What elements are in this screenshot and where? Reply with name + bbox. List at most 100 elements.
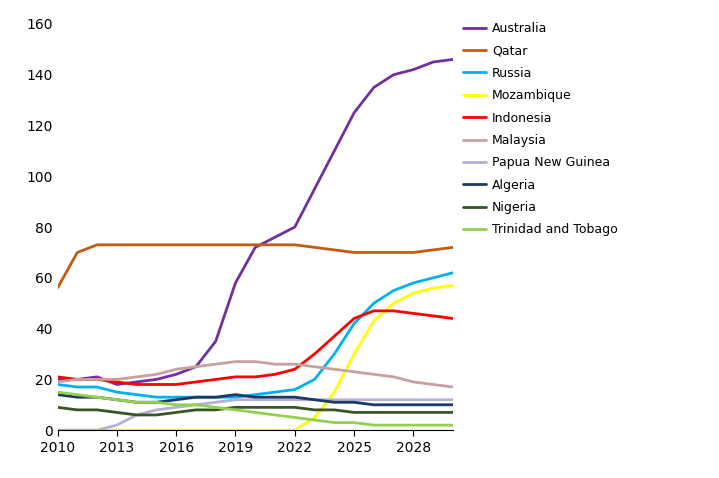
Papua New Guinea (232, 397, 240, 402)
Malaysia (113, 377, 122, 382)
Malaysia (232, 359, 240, 365)
Trinidad and Tobago (449, 422, 457, 428)
Nigeria (152, 412, 160, 418)
Russia (389, 288, 398, 293)
Australia (132, 379, 141, 385)
Russia (370, 300, 378, 306)
Line: Malaysia: Malaysia (58, 362, 453, 387)
Russia (211, 394, 220, 400)
Papua New Guinea (172, 404, 180, 410)
Trinidad and Tobago (93, 394, 101, 400)
Indonesia (409, 311, 418, 316)
Trinidad and Tobago (73, 392, 82, 398)
Trinidad and Tobago (251, 410, 260, 415)
Indonesia (93, 377, 101, 382)
Malaysia (211, 361, 220, 367)
Malaysia (429, 381, 438, 387)
Algeria (191, 394, 200, 400)
Trinidad and Tobago (389, 422, 398, 428)
Russia (330, 351, 339, 357)
Algeria (290, 394, 299, 400)
Indonesia (132, 381, 141, 387)
Malaysia (330, 366, 339, 372)
Trinidad and Tobago (370, 422, 378, 428)
Mozambique (251, 427, 260, 433)
Nigeria (53, 404, 62, 410)
Australia (349, 110, 358, 116)
Indonesia (251, 374, 260, 380)
Mozambique (389, 300, 398, 306)
Trinidad and Tobago (290, 414, 299, 420)
Algeria (370, 402, 378, 408)
Indonesia (152, 381, 160, 387)
Malaysia (370, 371, 378, 377)
Malaysia (251, 359, 260, 365)
Indonesia (191, 379, 200, 385)
Qatar (191, 242, 200, 248)
Qatar (370, 250, 378, 255)
Australia (93, 374, 101, 380)
Qatar (73, 250, 82, 255)
Line: Nigeria: Nigeria (58, 407, 453, 415)
Australia (152, 377, 160, 382)
Malaysia (132, 374, 141, 380)
Russia (172, 394, 180, 400)
Nigeria (132, 412, 141, 418)
Algeria (132, 400, 141, 405)
Russia (53, 381, 62, 387)
Nigeria (191, 407, 200, 413)
Russia (429, 275, 438, 281)
Papua New Guinea (271, 397, 280, 402)
Australia (172, 371, 180, 377)
Russia (113, 389, 122, 395)
Indonesia (330, 333, 339, 339)
Russia (271, 389, 280, 395)
Malaysia (449, 384, 457, 390)
Trinidad and Tobago (191, 402, 200, 408)
Mozambique (132, 427, 141, 433)
Nigeria (311, 407, 319, 413)
Algeria (113, 397, 122, 402)
Malaysia (152, 371, 160, 377)
Papua New Guinea (389, 397, 398, 402)
Trinidad and Tobago (172, 402, 180, 408)
Papua New Guinea (132, 412, 141, 418)
Qatar (389, 250, 398, 255)
Nigeria (389, 410, 398, 415)
Papua New Guinea (93, 427, 101, 433)
Mozambique (330, 389, 339, 395)
Australia (211, 338, 220, 344)
Algeria (271, 394, 280, 400)
Mozambique (311, 414, 319, 420)
Nigeria (330, 407, 339, 413)
Malaysia (311, 364, 319, 369)
Trinidad and Tobago (113, 397, 122, 402)
Indonesia (311, 351, 319, 357)
Nigeria (409, 410, 418, 415)
Mozambique (113, 427, 122, 433)
Mozambique (429, 285, 438, 291)
Indonesia (349, 315, 358, 321)
Algeria (429, 402, 438, 408)
Indonesia (271, 371, 280, 377)
Nigeria (290, 404, 299, 410)
Nigeria (449, 410, 457, 415)
Qatar (232, 242, 240, 248)
Papua New Guinea (429, 397, 438, 402)
Indonesia (73, 377, 82, 382)
Russia (251, 392, 260, 398)
Nigeria (211, 407, 220, 413)
Mozambique (290, 427, 299, 433)
Algeria (53, 392, 62, 398)
Mozambique (53, 427, 62, 433)
Qatar (330, 247, 339, 253)
Malaysia (409, 379, 418, 385)
Qatar (113, 242, 122, 248)
Trinidad and Tobago (311, 417, 319, 423)
Malaysia (191, 364, 200, 369)
Indonesia (113, 379, 122, 385)
Malaysia (53, 379, 62, 385)
Papua New Guinea (191, 402, 200, 408)
Papua New Guinea (311, 397, 319, 402)
Australia (271, 234, 280, 240)
